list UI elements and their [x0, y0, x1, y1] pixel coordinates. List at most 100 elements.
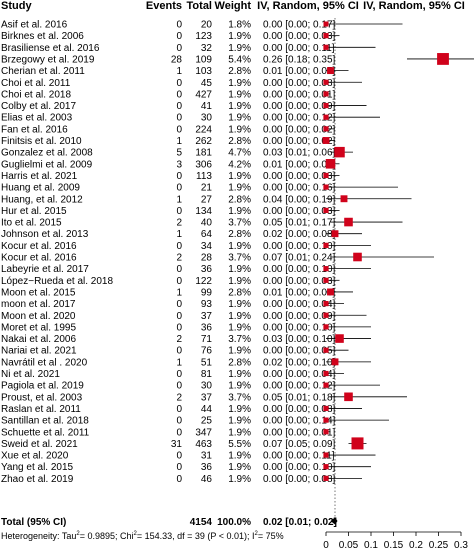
heterogeneity-text: Heterogeneity: Tau2= 0.9895; Chi2= 154.3…	[1, 531, 284, 541]
study-events: 1	[176, 229, 182, 240]
study-events: 0	[176, 474, 182, 485]
study-name: Ito et al. 2015	[1, 218, 62, 229]
study-ci-text: 0.07 [0.05; 0.09]	[263, 439, 336, 450]
study-total: 262	[195, 136, 212, 147]
study-name: moon et al. 2017	[1, 299, 76, 310]
study-events: 0	[176, 276, 182, 287]
study-name: Moon et al. 2015	[1, 287, 76, 298]
study-ci-text: 0.00 [0.00; 0.04]	[263, 369, 336, 380]
study-ci-text: 0.00 [0.00; 0.02]	[263, 124, 336, 135]
study-weight: 1.9%	[228, 31, 251, 42]
study-events: 0	[176, 462, 182, 473]
study-weight: 1.9%	[228, 78, 251, 89]
study-weight: 1.9%	[228, 299, 251, 310]
study-total: 44	[201, 404, 213, 415]
study-name: Cherian et al. 2011	[1, 66, 85, 77]
study-ci-text: 0.00 [0.00; 0.08]	[263, 404, 336, 415]
study-events: 28	[171, 54, 183, 65]
study-weight: 1.9%	[228, 311, 251, 322]
study-marker	[325, 159, 336, 169]
study-events: 0	[176, 113, 182, 124]
study-total: 41	[201, 101, 213, 112]
study-events: 0	[176, 43, 182, 54]
study-name: Santillan et al. 2018	[1, 416, 89, 427]
study-weight: 1.9%	[228, 113, 251, 124]
study-weight: 1.9%	[228, 322, 251, 333]
study-marker	[334, 146, 345, 158]
study-marker	[323, 91, 329, 97]
study-ci-text: 0.00 [0.00; 0.16]	[263, 183, 336, 194]
study-ci-text: 0.02 [0.00; 0.08]	[263, 229, 336, 240]
study-weight: 1.9%	[228, 89, 251, 100]
pooled-weight: 100.0%	[217, 517, 251, 528]
study-weight: 5.5%	[228, 439, 251, 450]
study-marker	[327, 288, 334, 296]
study-ci-text: 0.00 [0.00; 0.03]	[263, 276, 336, 287]
study-total: 40	[201, 218, 213, 229]
study-name: Yang et al. 2015	[1, 462, 74, 473]
study-name: Proust, et al. 2003	[1, 392, 83, 403]
study-ci-text: 0.01 [0.00; 0.05]	[263, 66, 336, 77]
study-weight: 1.9%	[228, 43, 251, 54]
study-weight: 1.9%	[228, 369, 251, 380]
study-name: Pagiola et al. 2019	[1, 381, 84, 392]
study-ci-text: 0.00 [0.00; 0.02]	[263, 136, 336, 147]
study-name: Brzegowy et al. 2019	[1, 54, 95, 65]
study-ci-text: 0.26 [0.18; 0.35]	[263, 54, 336, 65]
study-marker	[323, 126, 329, 132]
study-total: 37	[201, 392, 213, 403]
study-name: Zhao et al. 2019	[1, 474, 74, 485]
study-marker	[322, 137, 330, 144]
header-ci: IV, Random, 95% CI	[257, 0, 359, 12]
study-name: Fan et al. 2016	[1, 124, 68, 135]
study-total: 20	[201, 20, 213, 31]
x-tick-label: 0.1	[364, 540, 378, 551]
study-name: Asif et al. 2016	[1, 20, 68, 31]
study-name: Elias et al. 2003	[1, 113, 73, 124]
study-marker	[323, 324, 329, 330]
study-weight: 2.8%	[228, 66, 251, 77]
header-study: Study	[1, 0, 32, 12]
x-tick-label: 0.3	[454, 540, 468, 551]
study-ci-text: 0.03 [0.00; 0.10]	[263, 334, 336, 345]
study-total: 224	[195, 124, 212, 135]
study-ci-text: 0.01 [0.00; 0.03]	[263, 159, 336, 170]
study-weight: 2.8%	[228, 194, 251, 205]
study-events: 0	[176, 404, 182, 415]
study-weight: 3.7%	[228, 218, 251, 229]
study-events: 0	[176, 322, 182, 333]
study-weight: 3.7%	[228, 334, 251, 345]
study-total: 347	[195, 427, 212, 438]
study-weight: 1.9%	[228, 241, 251, 252]
study-total: 463	[195, 439, 212, 450]
study-ci-text: 0.00 [0.00; 0.01]	[263, 427, 336, 438]
study-marker	[323, 207, 329, 213]
study-weight: 2.8%	[228, 287, 251, 298]
study-marker	[323, 114, 329, 120]
study-total: 113	[196, 171, 212, 182]
study-ci-text: 0.00 [0.00; 0.03]	[263, 206, 336, 217]
study-total: 25	[201, 416, 213, 427]
study-name: Hur et al. 2015	[1, 206, 67, 217]
x-tick-label: 0.25	[429, 540, 449, 551]
study-marker	[323, 464, 329, 470]
study-ci-text: 0.05 [0.01; 0.17]	[263, 218, 336, 229]
study-total: 122	[195, 276, 212, 287]
study-events: 0	[176, 369, 182, 380]
study-name: Moon et al. 2020	[1, 311, 76, 322]
study-marker	[323, 184, 329, 190]
study-total: 123	[195, 31, 212, 42]
study-events: 0	[176, 124, 182, 135]
study-events: 0	[176, 241, 182, 252]
study-weight: 1.9%	[228, 206, 251, 217]
pooled-diamond	[330, 517, 338, 525]
study-ci-text: 0.00 [0.00; 0.03]	[263, 171, 336, 182]
study-marker	[344, 392, 353, 402]
study-events: 1	[176, 136, 182, 147]
study-events: 2	[176, 334, 182, 345]
study-events: 2	[176, 253, 182, 264]
study-events: 0	[176, 101, 182, 112]
study-rows: Asif et al. 2016 0 20 1.8% 0.00 [0.00; 0.17]…	[1, 20, 336, 485]
study-marker	[323, 347, 329, 353]
study-marker	[323, 79, 329, 85]
